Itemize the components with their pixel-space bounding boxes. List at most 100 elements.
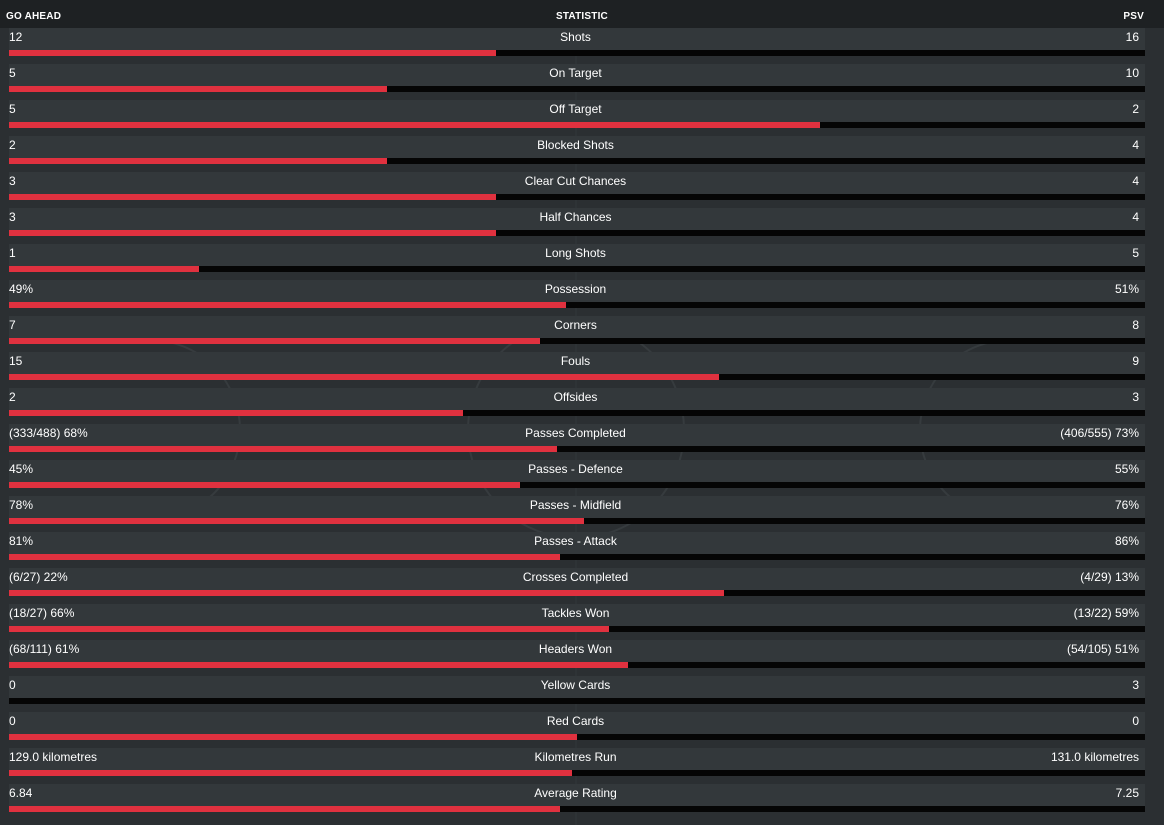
away-stat-value: 55% <box>1114 462 1139 476</box>
stat-label: Clear Cut Chances <box>524 174 627 188</box>
comparison-bar <box>9 158 1145 164</box>
comparison-bar <box>9 50 1145 56</box>
comparison-bar <box>9 194 1145 200</box>
home-stat-value: 6.84 <box>9 786 33 800</box>
home-stat-value: 129.0 kilometres <box>9 750 98 764</box>
away-team-name: PSV <box>1123 11 1144 22</box>
away-stat-value: (54/105) 51% <box>1066 642 1139 656</box>
home-share-fill <box>9 230 497 236</box>
stat-label: Half Chances <box>539 210 612 224</box>
stat-row: 45% Passes - Defence 55% <box>0 460 1164 496</box>
comparison-bar <box>9 230 1145 236</box>
comparison-bar <box>9 662 1145 668</box>
home-share-fill <box>9 158 388 164</box>
home-stat-value: 0 <box>9 714 16 728</box>
stat-label: Passes Completed <box>525 426 626 440</box>
home-share-fill <box>9 410 464 416</box>
stat-label: Offsides <box>553 390 598 404</box>
comparison-bar <box>9 518 1145 524</box>
stat-row: (68/111) 61% Headers Won (54/105) 51% <box>0 640 1164 676</box>
stat-label: Passes - Defence <box>528 462 623 476</box>
statistic-column-title: STATISTIC <box>556 11 608 22</box>
comparison-bar <box>9 698 1145 704</box>
stat-label: Passes - Attack <box>534 534 617 548</box>
home-share-fill <box>9 626 609 632</box>
stat-row: 7 Corners 8 <box>0 316 1164 352</box>
home-stat-value: 7 <box>9 318 16 332</box>
home-share-fill <box>9 806 560 812</box>
stat-label: Crosses Completed <box>522 570 629 584</box>
stat-row: 0 Red Cards 0 <box>0 712 1164 748</box>
scrollbar[interactable] <box>1148 28 1164 825</box>
comparison-bar <box>9 806 1145 812</box>
stat-label: Headers Won <box>538 642 613 656</box>
away-stat-value: 76% <box>1114 498 1139 512</box>
home-share-fill <box>9 446 557 452</box>
home-stat-value: 0 <box>9 678 16 692</box>
stat-label: Average Rating <box>534 786 617 800</box>
away-stat-value: 5 <box>1132 246 1139 260</box>
stat-row: 2 Blocked Shots 4 <box>0 136 1164 172</box>
home-stat-value: 45% <box>9 462 34 476</box>
home-share-fill <box>9 338 540 344</box>
home-stat-value: 3 <box>9 174 16 188</box>
comparison-bar <box>9 338 1145 344</box>
away-stat-value: 4 <box>1132 174 1139 188</box>
home-share-fill <box>9 194 497 200</box>
comparison-bar <box>9 446 1145 452</box>
stats-table: 12 Shots 16 5 On Target 10 5 Off Target 2 2 Blocke… <box>0 28 1164 820</box>
away-stat-value: 4 <box>1132 138 1139 152</box>
stat-label: Fouls <box>560 354 591 368</box>
comparison-bar <box>9 410 1145 416</box>
comparison-bar <box>9 770 1145 776</box>
stat-label: Passes - Midfield <box>529 498 622 512</box>
home-stat-value: 49% <box>9 282 34 296</box>
home-share-fill <box>9 590 724 596</box>
home-stat-value: (333/488) 68% <box>9 426 88 440</box>
home-stat-value: 2 <box>9 138 16 152</box>
comparison-bar <box>9 554 1145 560</box>
stat-label: Yellow Cards <box>540 678 611 692</box>
home-share-fill <box>9 86 388 92</box>
home-share-fill <box>9 122 821 128</box>
stat-row: 78% Passes - Midfield 76% <box>0 496 1164 532</box>
home-share-fill <box>9 734 577 740</box>
home-share-fill <box>9 266 199 272</box>
home-stat-value: 81% <box>9 534 34 548</box>
home-stat-value: 1 <box>9 246 16 260</box>
home-stat-value: 3 <box>9 210 16 224</box>
home-share-fill <box>9 50 497 56</box>
comparison-bar <box>9 302 1145 308</box>
stat-row: 6.84 Average Rating 7.25 <box>0 784 1164 820</box>
away-stat-value: 3 <box>1132 678 1139 692</box>
home-stat-value: 2 <box>9 390 16 404</box>
away-stat-value: 2 <box>1132 102 1139 116</box>
away-stat-value: 51% <box>1114 282 1139 296</box>
home-share-fill <box>9 662 629 668</box>
away-stat-value: 0 <box>1132 714 1139 728</box>
comparison-bar <box>9 266 1145 272</box>
home-stat-value: (6/27) 22% <box>9 570 68 584</box>
comparison-bar <box>9 590 1145 596</box>
stat-row: 5 On Target 10 <box>0 64 1164 100</box>
home-team-name: GO AHEAD <box>6 11 62 22</box>
stat-row: (333/488) 68% Passes Completed (406/555) 7… <box>0 424 1164 460</box>
stat-row: 3 Half Chances 4 <box>0 208 1164 244</box>
home-stat-value: 5 <box>9 102 16 116</box>
away-stat-value: 131.0 kilometres <box>1050 750 1139 764</box>
home-share-fill <box>9 302 566 308</box>
stat-row: 0 Yellow Cards 3 <box>0 676 1164 712</box>
home-stat-value: (18/27) 66% <box>9 606 75 620</box>
stat-row: 5 Off Target 2 <box>0 100 1164 136</box>
stat-row: 12 Shots 16 <box>0 28 1164 64</box>
home-share-fill <box>9 518 584 524</box>
stat-label: Tackles Won <box>541 606 610 620</box>
comparison-bar <box>9 734 1145 740</box>
stats-header: GO AHEAD STATISTIC PSV <box>0 0 1164 28</box>
away-stat-value: (4/29) 13% <box>1080 570 1139 584</box>
stat-row: 2 Offsides 3 <box>0 388 1164 424</box>
comparison-bar <box>9 86 1145 92</box>
stat-label: Red Cards <box>546 714 605 728</box>
comparison-bar <box>9 374 1145 380</box>
away-stat-value: 4 <box>1132 210 1139 224</box>
